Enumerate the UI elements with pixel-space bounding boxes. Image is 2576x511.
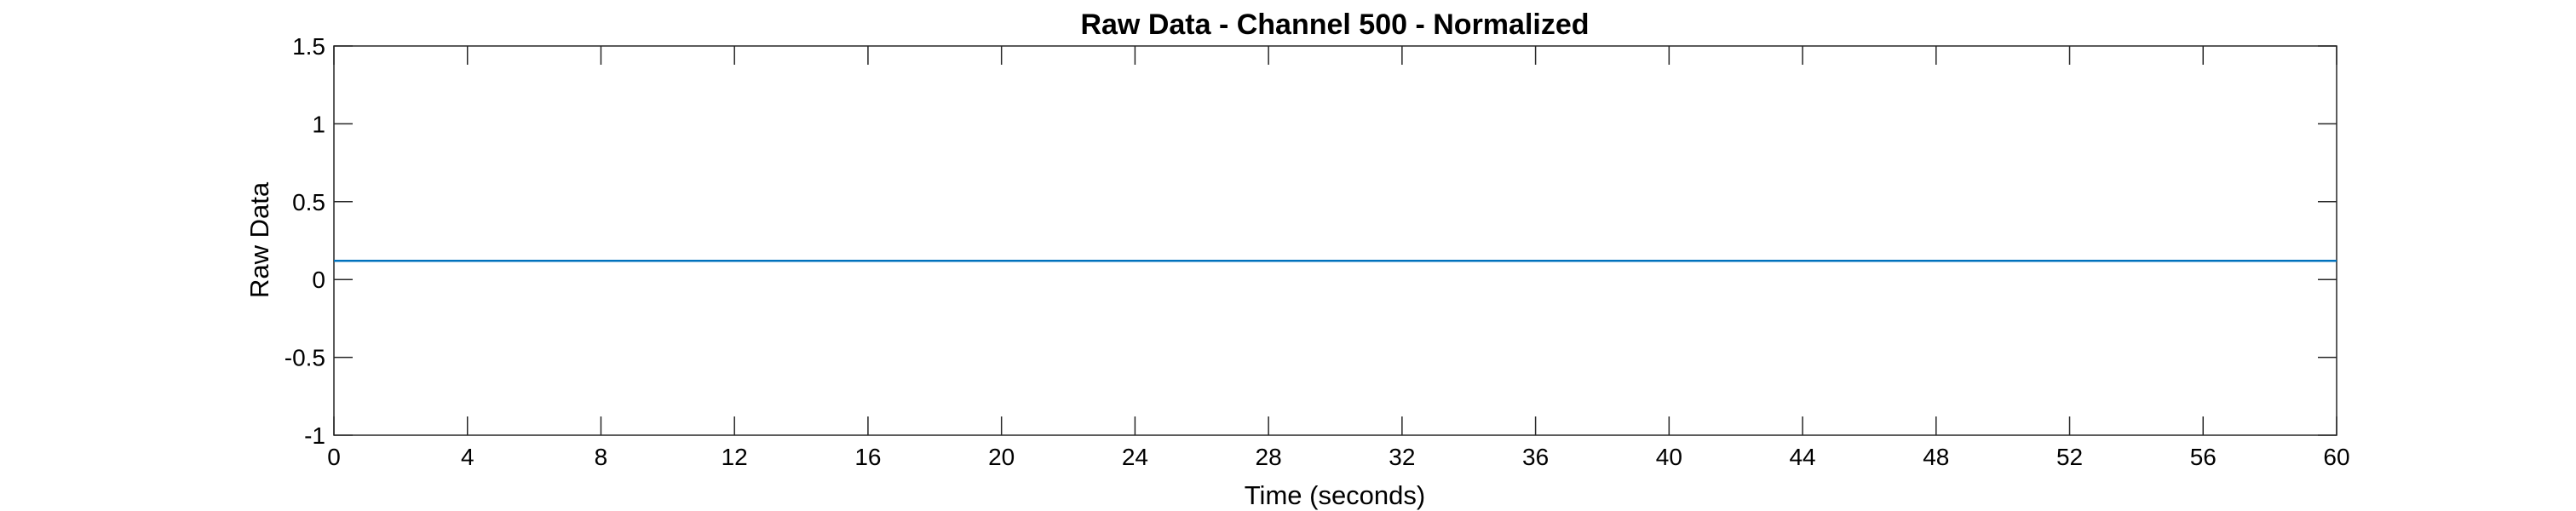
y-axis: -1 -0.5 0 0.5 1 1.5	[285, 33, 2337, 449]
x-tick-label: 12	[722, 444, 748, 470]
x-tick-label: 60	[2323, 444, 2349, 470]
x-tick-label: 44	[1789, 444, 1815, 470]
x-tick-label: 56	[2190, 444, 2217, 470]
x-axis: 0 4 8 12 16 20 24 28 32 36 40 44 48 52 56 60	[327, 46, 2350, 470]
y-tick-label: -1	[304, 422, 325, 449]
axes-box	[333, 45, 2337, 436]
x-tick-label: 16	[854, 444, 881, 470]
x-tick-label: 28	[1256, 444, 1282, 470]
x-tick-label: 52	[2056, 444, 2083, 470]
plot-area	[333, 45, 2337, 436]
y-tick-label: 1	[312, 111, 325, 137]
x-tick-label: 40	[1656, 444, 1682, 470]
chart-title: Raw Data - Channel 500 - Normalized	[1080, 9, 1589, 41]
x-tick-label: 4	[461, 444, 474, 470]
x-tick-label: 32	[1389, 444, 1415, 470]
y-tick-label: 0.5	[292, 189, 325, 215]
x-tick-label: 24	[1122, 444, 1148, 470]
y-tick-label: -0.5	[285, 345, 325, 371]
y-axis-label: Raw Data	[244, 181, 274, 298]
x-tick-label: 8	[595, 444, 608, 470]
x-tick-label: 36	[1522, 444, 1549, 470]
x-axis-label: Time (seconds)	[1245, 480, 1425, 510]
x-tick-label: 20	[988, 444, 1015, 470]
x-tick-label: 48	[1923, 444, 1949, 470]
y-tick-label: 1.5	[292, 33, 325, 60]
x-tick-label: 0	[327, 444, 341, 470]
y-tick-label: 0	[312, 267, 325, 293]
